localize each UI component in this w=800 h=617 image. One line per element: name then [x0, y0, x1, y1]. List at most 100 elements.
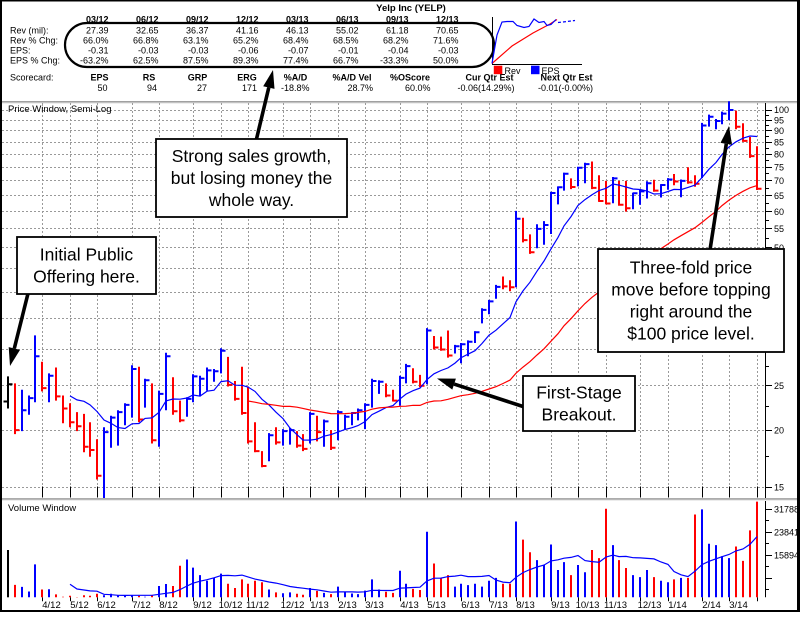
svg-text:1/14: 1/14 — [668, 600, 687, 611]
svg-text:55: 55 — [774, 224, 784, 234]
svg-text:whole way.: whole way. — [208, 190, 294, 210]
svg-text:12/12: 12/12 — [236, 15, 259, 25]
svg-text:EPS % Chg:: EPS % Chg: — [10, 56, 60, 66]
svg-text:9/12: 9/12 — [193, 600, 212, 611]
svg-text:Offering here.: Offering here. — [33, 267, 140, 287]
svg-text:25: 25 — [774, 381, 784, 391]
svg-text:41.16: 41.16 — [236, 26, 259, 36]
svg-text:90: 90 — [774, 126, 784, 136]
svg-text:Volume Window: Volume Window — [8, 503, 76, 514]
svg-text:Three-fold price: Three-fold price — [630, 258, 753, 278]
svg-text:Rev: Rev — [505, 66, 522, 76]
svg-text:10/13: 10/13 — [576, 600, 600, 611]
svg-text:66.8%: 66.8% — [133, 36, 159, 46]
svg-text:-0.31: -0.31 — [88, 46, 109, 56]
svg-text:-0.03: -0.03 — [438, 46, 459, 56]
svg-text:80: 80 — [774, 150, 784, 160]
svg-text:89.3%: 89.3% — [233, 56, 259, 66]
svg-text:28.7%: 28.7% — [347, 83, 373, 93]
svg-text:-33.3%: -33.3% — [380, 56, 409, 66]
svg-text:36.37: 36.37 — [186, 26, 209, 36]
svg-text:09/12: 09/12 — [186, 15, 209, 25]
svg-text:%OScore: %OScore — [390, 73, 430, 83]
svg-text:68.2%: 68.2% — [383, 36, 409, 46]
svg-text:8/13: 8/13 — [516, 600, 535, 611]
svg-text:9/13: 9/13 — [551, 600, 570, 611]
svg-text:3/14: 3/14 — [729, 600, 748, 611]
svg-text:03/12: 03/12 — [86, 15, 109, 25]
svg-text:$100 price level.: $100 price level. — [627, 324, 754, 344]
svg-text:%A/D Vel: %A/D Vel — [332, 73, 371, 83]
svg-text:EPS: EPS — [90, 73, 108, 83]
svg-text:4/13: 4/13 — [400, 600, 419, 611]
svg-text:-63.2%: -63.2% — [80, 56, 109, 66]
svg-text:171: 171 — [242, 83, 257, 93]
svg-text:ERG: ERG — [237, 73, 257, 83]
svg-text:60: 60 — [774, 207, 784, 217]
svg-text:75: 75 — [774, 162, 784, 172]
svg-text:87.5%: 87.5% — [183, 56, 209, 66]
svg-text:-18.8%: -18.8% — [281, 83, 310, 93]
svg-text:94: 94 — [147, 83, 157, 93]
svg-text:50: 50 — [97, 83, 107, 93]
svg-text:Breakout.: Breakout. — [542, 405, 617, 425]
svg-text:65.2%: 65.2% — [233, 36, 259, 46]
svg-text:-0.06(14.29%): -0.06(14.29%) — [457, 83, 514, 93]
svg-text:15: 15 — [774, 483, 784, 493]
svg-text:68.4%: 68.4% — [283, 36, 309, 46]
svg-text:First-Stage: First-Stage — [536, 383, 622, 403]
svg-text:5/13: 5/13 — [427, 600, 446, 611]
svg-text:-0.06: -0.06 — [238, 46, 259, 56]
svg-text:09/13: 09/13 — [386, 15, 409, 25]
svg-text:55.02: 55.02 — [336, 26, 359, 36]
svg-text:12/12: 12/12 — [281, 600, 305, 611]
svg-text:4/12: 4/12 — [42, 600, 61, 611]
svg-text:%A/D: %A/D — [284, 73, 308, 83]
svg-text:60.0%: 60.0% — [405, 83, 431, 93]
svg-text:Price Window, Semi-Log: Price Window, Semi-Log — [8, 104, 111, 115]
svg-text:70.65: 70.65 — [436, 26, 459, 36]
svg-text:46.13: 46.13 — [286, 26, 309, 36]
svg-text:Cur Qtr Est: Cur Qtr Est — [465, 73, 513, 83]
svg-text:Rev (mil):: Rev (mil): — [10, 26, 49, 36]
svg-text:62.5%: 62.5% — [133, 56, 159, 66]
svg-text:63.1%: 63.1% — [183, 36, 209, 46]
svg-text:95: 95 — [774, 115, 784, 125]
svg-text:8/12: 8/12 — [159, 600, 178, 611]
svg-text:77.4%: 77.4% — [283, 56, 309, 66]
svg-text:GRP: GRP — [188, 73, 208, 83]
svg-text:6/13: 6/13 — [461, 600, 480, 611]
svg-text:12/13: 12/13 — [436, 15, 459, 25]
svg-text:RS: RS — [143, 73, 156, 83]
svg-text:11/13: 11/13 — [604, 600, 627, 611]
svg-text:61.18: 61.18 — [386, 26, 409, 36]
svg-text:5/12: 5/12 — [70, 600, 89, 611]
svg-text:31788: 31788 — [774, 505, 799, 515]
svg-text:Initial Public: Initial Public — [40, 245, 134, 265]
svg-text:71.6%: 71.6% — [433, 36, 459, 46]
svg-text:3/13: 3/13 — [365, 600, 384, 611]
svg-text:6/12: 6/12 — [97, 600, 116, 611]
svg-text:7/12: 7/12 — [132, 600, 151, 611]
svg-text:EPS:: EPS: — [10, 46, 31, 56]
svg-text:-0.01(-0.00%): -0.01(-0.00%) — [538, 83, 593, 93]
svg-text:68.5%: 68.5% — [333, 36, 359, 46]
svg-text:70: 70 — [774, 176, 784, 186]
svg-text:Rev % Chg:: Rev % Chg: — [10, 36, 58, 46]
svg-text:66.7%: 66.7% — [333, 56, 359, 66]
svg-text:32.65: 32.65 — [136, 26, 159, 36]
svg-text:Scorecard:: Scorecard: — [10, 73, 54, 83]
svg-text:2/13: 2/13 — [338, 600, 357, 611]
svg-text:65: 65 — [774, 191, 784, 201]
svg-text:2/14: 2/14 — [702, 600, 721, 611]
svg-text:-0.03: -0.03 — [188, 46, 209, 56]
svg-text:06/13: 06/13 — [336, 15, 359, 25]
svg-text:Next Qtr Est: Next Qtr Est — [540, 73, 592, 83]
svg-text:-0.03: -0.03 — [138, 46, 159, 56]
svg-text:27: 27 — [197, 83, 207, 93]
svg-text:move before topping: move before topping — [611, 280, 771, 300]
svg-text:50.0%: 50.0% — [433, 56, 459, 66]
svg-text:11/12: 11/12 — [246, 600, 269, 611]
svg-text:20: 20 — [774, 425, 784, 435]
svg-text:27.39: 27.39 — [86, 26, 109, 36]
